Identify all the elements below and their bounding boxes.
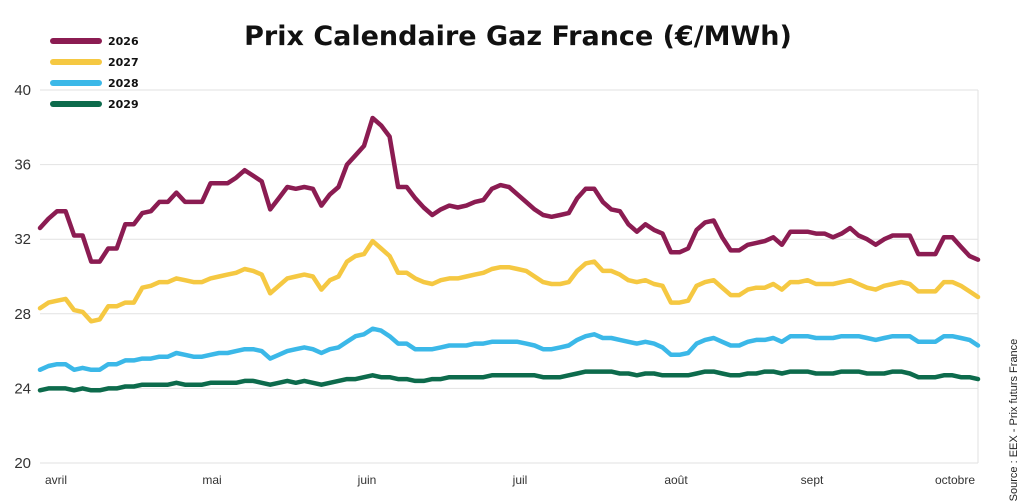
x-tick-label: août <box>664 473 688 487</box>
legend-label-2029: 2029 <box>108 98 139 111</box>
x-tick-label: mai <box>202 473 221 487</box>
y-tick-label: 24 <box>14 380 31 397</box>
legend: 2026 2027 2028 2029 <box>50 35 139 111</box>
x-tick-label: octobre <box>935 473 975 487</box>
y-tick-label: 32 <box>14 231 31 248</box>
legend-label-2028: 2028 <box>108 77 139 90</box>
source-note: Source : EEX - Prix futurs France <box>1008 339 1020 502</box>
y-tick-label: 28 <box>14 306 31 323</box>
series-line-2029 <box>37 369 981 393</box>
legend-label-2026: 2026 <box>108 35 139 48</box>
legend-label-2027: 2027 <box>108 56 139 69</box>
x-tick-label: juil <box>512 473 528 487</box>
chart-title: Prix Calendaire Gaz France (€/MWh) <box>244 21 792 52</box>
y-tick-label: 36 <box>14 157 31 174</box>
grid <box>40 89 979 464</box>
x-axis-ticks: avril mai juin juil août sept octobre <box>45 473 975 487</box>
series-line-2026 <box>37 115 981 264</box>
y-tick-label: 20 <box>14 455 31 472</box>
x-tick-label: sept <box>801 473 824 487</box>
series-line-2028 <box>37 326 981 373</box>
y-tick-label: 40 <box>14 82 31 99</box>
x-tick-label: avril <box>45 473 67 487</box>
x-tick-label: juin <box>357 473 377 487</box>
y-axis-ticks: 20 24 28 32 36 40 <box>14 82 31 472</box>
series-lines <box>37 115 981 393</box>
series-line-2027 <box>37 238 981 324</box>
